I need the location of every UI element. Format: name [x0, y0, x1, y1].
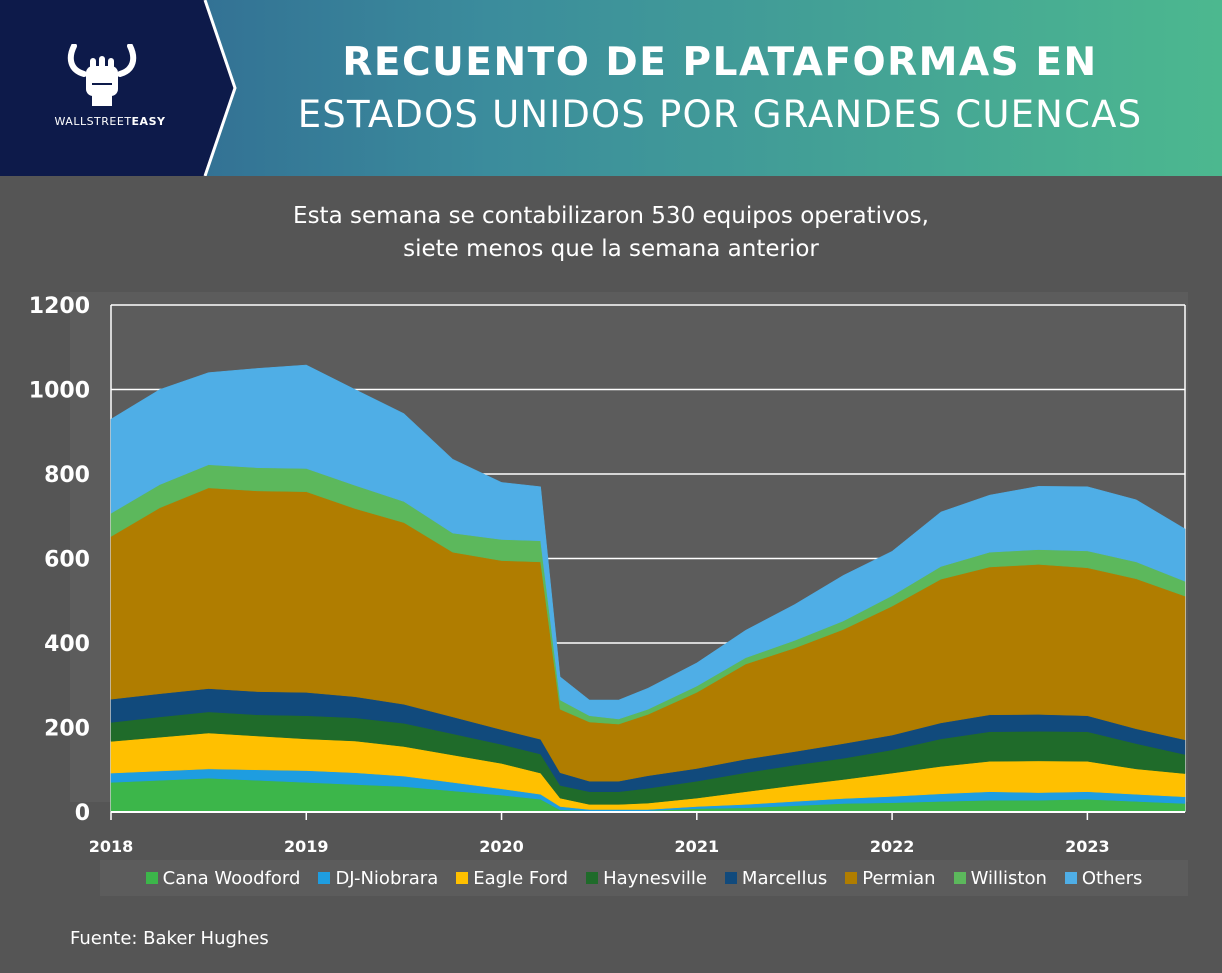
legend-swatch: [586, 872, 599, 884]
y-tick-label: 1200: [29, 294, 90, 319]
legend-item: Others: [1064, 867, 1143, 889]
y-tick-label: 200: [44, 717, 90, 742]
y-tick-label: 0: [75, 801, 90, 826]
page-title: RECUENTO DE PLATAFORMAS EN: [342, 40, 1098, 85]
legend-item: Haynesville: [586, 868, 707, 889]
legend-label: Cana Woodford: [162, 867, 301, 889]
legend-swatch: [145, 872, 158, 884]
legend-swatch: [318, 872, 331, 884]
legend-item: Permian: [845, 867, 936, 889]
legend-item: Marcellus: [724, 867, 828, 889]
legend-swatch: [456, 872, 469, 884]
legend-swatch: [724, 872, 737, 884]
x-tick-label: 2019: [284, 837, 329, 856]
axes: 0 200 400 600 800 1000 1200 2018 2019 2020 2021 202…: [29, 294, 1185, 856]
x-tick-label: 2023: [1065, 837, 1110, 856]
y-tick-label: 600: [44, 548, 90, 573]
x-tick-label: 2022: [870, 837, 915, 856]
y-tick-label: 800: [44, 463, 90, 488]
legend-label: Others: [1081, 867, 1143, 889]
source-note: Fuente: Baker Hughes: [70, 928, 269, 949]
legend-swatch: [953, 872, 966, 884]
legend-item: DJ-Niobrara: [318, 868, 438, 889]
legend-label: Marcellus: [741, 867, 828, 889]
legend-label: Eagle Ford: [473, 867, 569, 889]
x-tick-label: 2020: [479, 837, 524, 856]
legend-label: Haynesville: [603, 867, 707, 889]
bull-fist-logo-icon: [67, 44, 137, 106]
legend-item: Williston: [953, 867, 1047, 889]
page-title-line2: ESTADOS UNIDOS POR GRANDES CUENCAS: [297, 93, 1143, 136]
header-banner: WALLSTREETEASY RECUENTO DE PLATAFORMAS E…: [0, 0, 1222, 176]
y-tick-label: 1000: [29, 379, 90, 404]
rig-count-chart: 0 200 400 600 800 1000 1200 2018 2019 2020 2021 202…: [29, 292, 1188, 856]
x-tick-label: 2021: [675, 837, 720, 856]
legend-swatch: [845, 872, 858, 884]
x-tick-label: 2018: [89, 837, 134, 856]
chart-subtitle: Esta semana se contabilizaron 530 equipo…: [0, 200, 1222, 266]
legend-swatch: [1064, 872, 1077, 884]
subtitle-line2: siete menos que la semana anterior: [403, 236, 819, 262]
legend-item: Cana Woodford: [145, 867, 301, 889]
subtitle-line1: Esta semana se contabilizaron 530 equipo…: [293, 203, 929, 229]
legend-item: Eagle Ford: [456, 868, 568, 889]
area-others: [110, 364, 1186, 720]
legend-label: DJ-Niobrara: [335, 867, 439, 889]
brand-panel: WALLSTREETEASY: [0, 0, 240, 176]
legend-label: Williston: [970, 867, 1047, 889]
legend-label: Permian: [862, 867, 936, 889]
brand-name: WALLSTREETEASY: [54, 115, 166, 128]
y-tick-label: 400: [44, 632, 90, 657]
area-series: [110, 364, 1186, 813]
chart-legend: Cana Woodford DJ-Niobrara Eagle Ford Haynes…: [100, 860, 1188, 896]
